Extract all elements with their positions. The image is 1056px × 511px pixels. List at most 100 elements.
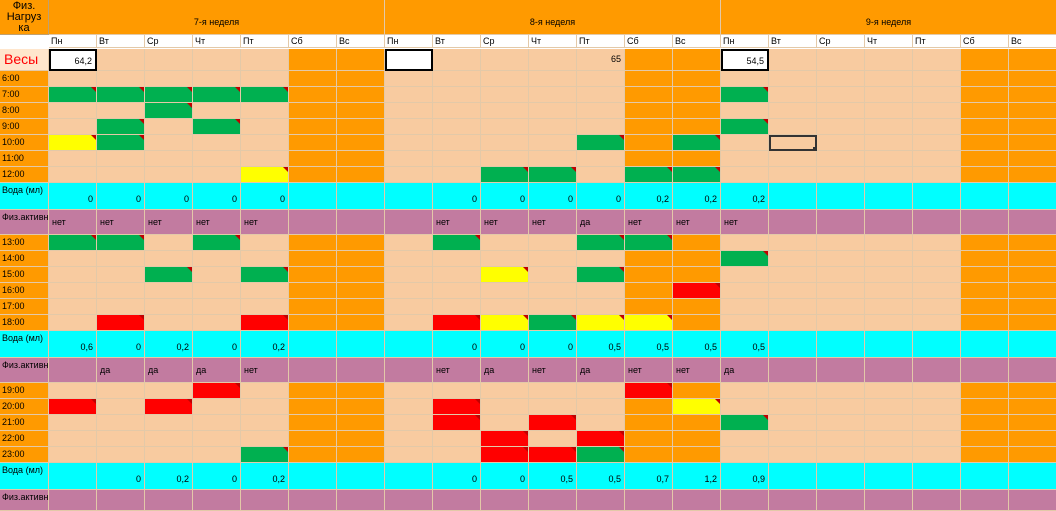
grid-cell[interactable]: [865, 235, 913, 251]
activity-value[interactable]: нет: [433, 358, 481, 383]
grid-cell[interactable]: [337, 135, 385, 151]
grid-cell[interactable]: [193, 299, 241, 315]
grid-cell[interactable]: [865, 415, 913, 431]
grid-cell[interactable]: [769, 299, 817, 315]
grid-cell[interactable]: [289, 167, 337, 183]
grid-cell[interactable]: [289, 399, 337, 415]
grid-cell[interactable]: [529, 103, 577, 119]
grid-cell[interactable]: [721, 267, 769, 283]
grid-cell[interactable]: [49, 447, 97, 463]
water-value[interactable]: [1009, 331, 1056, 358]
grid-cell[interactable]: [529, 87, 577, 103]
grid-cell[interactable]: [145, 383, 193, 399]
water-value[interactable]: 0,5: [577, 331, 625, 358]
weight-cell[interactable]: [673, 49, 721, 71]
grid-cell[interactable]: [289, 315, 337, 331]
weight-cell[interactable]: [481, 49, 529, 71]
grid-cell[interactable]: [913, 415, 961, 431]
grid-cell[interactable]: [769, 431, 817, 447]
grid-cell[interactable]: [193, 167, 241, 183]
grid-cell[interactable]: [913, 87, 961, 103]
grid-cell[interactable]: [769, 383, 817, 399]
activity-value[interactable]: [1009, 358, 1056, 383]
grid-cell[interactable]: [49, 383, 97, 399]
activity-value[interactable]: [961, 210, 1009, 235]
grid-cell[interactable]: [337, 251, 385, 267]
grid-cell[interactable]: [961, 431, 1009, 447]
weight-cell[interactable]: [385, 49, 433, 71]
grid-cell[interactable]: [481, 235, 529, 251]
activity-yellow-cell[interactable]: [49, 135, 97, 151]
grid-cell[interactable]: [49, 71, 97, 87]
activity-value[interactable]: [49, 358, 97, 383]
activity-red-cell[interactable]: [625, 383, 673, 399]
grid-cell[interactable]: [769, 119, 817, 135]
grid-cell[interactable]: [433, 87, 481, 103]
weight-cell[interactable]: [529, 49, 577, 71]
grid-cell[interactable]: [817, 103, 865, 119]
grid-cell[interactable]: [577, 103, 625, 119]
grid-cell[interactable]: [97, 299, 145, 315]
grid-cell[interactable]: [721, 299, 769, 315]
activity-value[interactable]: [529, 490, 577, 511]
activity-green-cell[interactable]: [193, 235, 241, 251]
grid-cell[interactable]: [1009, 71, 1056, 87]
grid-cell[interactable]: [913, 315, 961, 331]
activity-green-cell[interactable]: [721, 119, 769, 135]
grid-cell[interactable]: [769, 251, 817, 267]
grid-cell[interactable]: [385, 267, 433, 283]
grid-cell[interactable]: [337, 119, 385, 135]
water-value[interactable]: [385, 331, 433, 358]
grid-cell[interactable]: [817, 267, 865, 283]
activity-value[interactable]: [49, 490, 97, 511]
grid-cell[interactable]: [913, 135, 961, 151]
grid-cell[interactable]: [1009, 399, 1056, 415]
water-value[interactable]: 1,2: [673, 463, 721, 490]
water-value[interactable]: 0: [577, 183, 625, 210]
water-value[interactable]: 0,5: [625, 331, 673, 358]
activity-value[interactable]: нет: [721, 210, 769, 235]
grid-cell[interactable]: [145, 447, 193, 463]
grid-cell[interactable]: [769, 235, 817, 251]
grid-cell[interactable]: [577, 299, 625, 315]
grid-cell[interactable]: [529, 267, 577, 283]
grid-cell[interactable]: [289, 135, 337, 151]
water-value[interactable]: [865, 331, 913, 358]
activity-green-cell[interactable]: [49, 87, 97, 103]
activity-green-cell[interactable]: [529, 167, 577, 183]
activity-value[interactable]: [577, 490, 625, 511]
grid-cell[interactable]: [673, 103, 721, 119]
water-value[interactable]: 0,5: [721, 331, 769, 358]
grid-cell[interactable]: [481, 103, 529, 119]
grid-cell[interactable]: [1009, 267, 1056, 283]
grid-cell[interactable]: [241, 119, 289, 135]
grid-cell[interactable]: [1009, 431, 1056, 447]
activity-value[interactable]: [289, 210, 337, 235]
activity-green-cell[interactable]: [145, 87, 193, 103]
water-value[interactable]: 0,5: [529, 463, 577, 490]
grid-cell[interactable]: [721, 447, 769, 463]
grid-cell[interactable]: [1009, 235, 1056, 251]
grid-cell[interactable]: [289, 299, 337, 315]
grid-cell[interactable]: [337, 267, 385, 283]
activity-value[interactable]: да: [145, 358, 193, 383]
grid-cell[interactable]: [49, 283, 97, 299]
weight-cell[interactable]: [625, 49, 673, 71]
grid-cell[interactable]: [913, 103, 961, 119]
grid-cell[interactable]: [385, 71, 433, 87]
activity-green-cell[interactable]: [97, 87, 145, 103]
activity-green-cell[interactable]: [193, 87, 241, 103]
activity-value[interactable]: [625, 490, 673, 511]
grid-cell[interactable]: [961, 87, 1009, 103]
activity-yellow-cell[interactable]: [481, 267, 529, 283]
activity-yellow-cell[interactable]: [481, 315, 529, 331]
grid-cell[interactable]: [721, 135, 769, 151]
water-value[interactable]: [817, 183, 865, 210]
activity-green-cell[interactable]: [193, 119, 241, 135]
grid-cell[interactable]: [817, 87, 865, 103]
activity-green-cell[interactable]: [721, 87, 769, 103]
activity-value[interactable]: да: [481, 358, 529, 383]
weight-cell[interactable]: 65: [577, 49, 625, 71]
activity-value[interactable]: да: [721, 358, 769, 383]
grid-cell[interactable]: [817, 235, 865, 251]
